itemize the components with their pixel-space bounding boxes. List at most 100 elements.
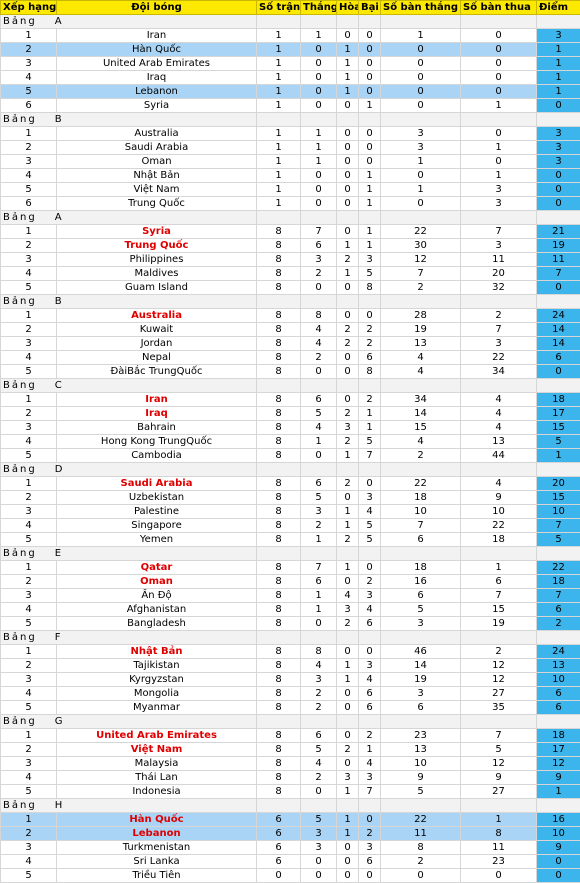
team-name[interactable]: Nhật Bản xyxy=(57,169,257,183)
lost-cell: 3 xyxy=(359,491,381,505)
qualified-team-name[interactable]: Nhật Bản xyxy=(131,646,183,657)
qualified-team-name[interactable]: Oman xyxy=(140,576,173,587)
lost-cell: 4 xyxy=(359,603,381,617)
played-cell: 1 xyxy=(257,71,301,85)
qualified-team-name[interactable]: Saudi Arabia xyxy=(121,478,193,489)
team-name[interactable]: Iran xyxy=(57,29,257,43)
played-cell: 6 xyxy=(257,841,301,855)
group-letter: D xyxy=(55,464,65,475)
points-cell: 6 xyxy=(537,603,580,617)
team-name[interactable]: Sri Lanka xyxy=(57,855,257,869)
team-name[interactable]: Tajikistan xyxy=(57,659,257,673)
qualified-team-name[interactable]: Australia xyxy=(131,310,182,321)
goals-for-cell: 11 xyxy=(381,827,461,841)
team-name[interactable]: Afghanistan xyxy=(57,603,257,617)
team-name[interactable]: Hàn Quốc xyxy=(57,43,257,57)
team-name[interactable]: Bangladesh xyxy=(57,617,257,631)
points-cell: 0 xyxy=(537,281,580,295)
team-name[interactable]: Mongolia xyxy=(57,687,257,701)
played-cell: 6 xyxy=(257,855,301,869)
team-name[interactable]: Yemen xyxy=(57,533,257,547)
qualified-team-name[interactable]: Syria xyxy=(142,226,171,237)
team-name[interactable]: Kyrgyzstan xyxy=(57,673,257,687)
drawn-cell: 2 xyxy=(337,323,359,337)
team-name[interactable]: Việt Nam xyxy=(57,183,257,197)
played-cell: 8 xyxy=(257,603,301,617)
qualified-team-name[interactable]: Qatar xyxy=(141,562,173,573)
team-name[interactable]: Ấn Độ xyxy=(57,589,257,603)
team-name[interactable]: United Arab Emirates xyxy=(57,57,257,71)
team-name[interactable]: Triều Tiên xyxy=(57,869,257,883)
team-name[interactable]: Oman xyxy=(57,155,257,169)
team-name[interactable]: Thái Lan xyxy=(57,771,257,785)
team-name[interactable]: Iraq xyxy=(57,407,257,421)
team-name[interactable]: Australia xyxy=(57,127,257,141)
won-cell: 0 xyxy=(301,85,337,99)
qualified-team-name[interactable]: Việt Nam xyxy=(131,744,183,755)
points-cell: 21 xyxy=(537,225,580,239)
team-name[interactable]: Maldives xyxy=(57,267,257,281)
team-name[interactable]: Syria xyxy=(57,99,257,113)
team-name[interactable]: Nepal xyxy=(57,351,257,365)
team-name[interactable]: United Arab Emirates xyxy=(57,729,257,743)
team-name[interactable]: Trung Quốc xyxy=(57,239,257,253)
team-name[interactable]: Oman xyxy=(57,575,257,589)
qualified-team-name[interactable]: Trung Quốc xyxy=(125,240,189,251)
qualified-team-name[interactable]: Hàn Quốc xyxy=(129,814,183,825)
team-name[interactable]: Việt Nam xyxy=(57,743,257,757)
team-name[interactable]: Qatar xyxy=(57,561,257,575)
team-name[interactable]: Indonesia xyxy=(57,785,257,799)
team-name[interactable]: Iraq xyxy=(57,71,257,85)
team-name[interactable]: ĐàiBắc TrungQuốc xyxy=(57,365,257,379)
group-header-cell xyxy=(359,211,381,225)
team-name[interactable]: Iran xyxy=(57,393,257,407)
team-name[interactable]: Malaysia xyxy=(57,757,257,771)
team-name[interactable]: Australia xyxy=(57,309,257,323)
col-rank-header: Xếp hạng xyxy=(1,1,57,15)
team-name[interactable]: Singapore xyxy=(57,519,257,533)
team-name[interactable]: Palestine xyxy=(57,505,257,519)
qualified-team-name[interactable]: Iraq xyxy=(145,408,168,419)
team-name[interactable]: Guam Island xyxy=(57,281,257,295)
team-name[interactable]: Jordan xyxy=(57,337,257,351)
points-cell: 0 xyxy=(537,169,580,183)
team-name[interactable]: Philippines xyxy=(57,253,257,267)
qualified-team-name[interactable]: Iran xyxy=(145,394,168,405)
goals-for-cell: 6 xyxy=(381,533,461,547)
rank-cell: 4 xyxy=(1,687,57,701)
qualified-team-name[interactable]: United Arab Emirates xyxy=(96,730,217,741)
team-name[interactable]: Turkmenistan xyxy=(57,841,257,855)
team-name[interactable]: Lebanon xyxy=(57,85,257,99)
team-name[interactable]: Myanmar xyxy=(57,701,257,715)
team-name[interactable]: Kuwait xyxy=(57,323,257,337)
played-cell: 8 xyxy=(257,505,301,519)
team-name[interactable]: Syria xyxy=(57,225,257,239)
team-name[interactable]: Trung Quốc xyxy=(57,197,257,211)
team-name[interactable]: Nhật Bản xyxy=(57,645,257,659)
goals-against-cell: 0 xyxy=(461,869,537,883)
team-name[interactable]: Uzbekistan xyxy=(57,491,257,505)
won-cell: 4 xyxy=(301,421,337,435)
team-name[interactable]: Saudi Arabia xyxy=(57,141,257,155)
team-name[interactable]: Bahrain xyxy=(57,421,257,435)
drawn-cell: 2 xyxy=(337,477,359,491)
rank-cell: 3 xyxy=(1,757,57,771)
goals-for-cell: 3 xyxy=(381,687,461,701)
points-cell: 17 xyxy=(537,407,580,421)
team-name[interactable]: Lebanon xyxy=(57,827,257,841)
team-name[interactable]: Saudi Arabia xyxy=(57,477,257,491)
rank-cell: 5 xyxy=(1,785,57,799)
won-cell: 0 xyxy=(301,43,337,57)
team-name[interactable]: Cambodia xyxy=(57,449,257,463)
goals-against-cell: 22 xyxy=(461,519,537,533)
qualified-team-name[interactable]: Lebanon xyxy=(132,828,180,839)
goals-against-cell: 1 xyxy=(461,141,537,155)
points-cell: 1 xyxy=(537,71,580,85)
team-name[interactable]: Hong Kong TrungQuốc xyxy=(57,435,257,449)
